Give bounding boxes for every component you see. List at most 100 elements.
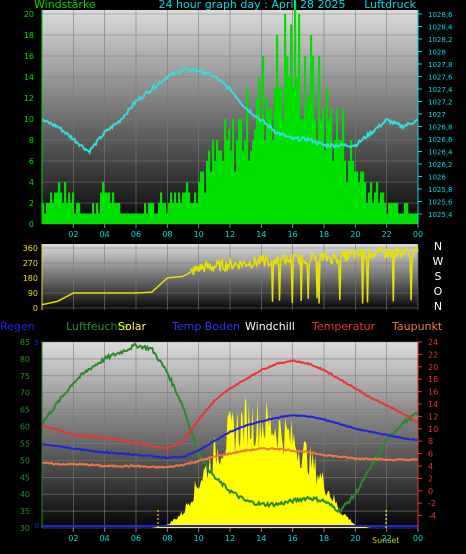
wind-bar — [106, 192, 109, 224]
wind-bar — [92, 203, 95, 224]
y-tick-label: 24 — [428, 338, 438, 347]
x-tick-label: 00 — [413, 230, 423, 239]
wind-bar — [380, 192, 383, 224]
wind-bar — [184, 192, 187, 224]
wind-bar — [348, 161, 351, 224]
x-tick-label: 20 — [350, 230, 360, 239]
x-tick-label: 00 — [413, 534, 423, 543]
y-tick-label: 12 — [24, 94, 34, 103]
wind-bar — [218, 150, 221, 224]
wind-bar — [56, 192, 59, 224]
wind-bar — [134, 213, 137, 224]
y-tick-label: 270 — [23, 259, 38, 268]
y-tick-label: 1028,4 — [428, 24, 453, 32]
wind-bar — [114, 203, 117, 224]
wind-bar — [338, 140, 341, 224]
wind-bar — [314, 119, 317, 224]
legend-temp-boden: Temp Boden — [171, 320, 240, 333]
wind-bar — [320, 119, 323, 224]
wind-bar — [286, 56, 289, 224]
wind-bar — [214, 161, 217, 224]
wind-bar — [366, 203, 369, 224]
wind-bar — [122, 213, 125, 224]
y-tick-label: 1026,4 — [428, 149, 453, 157]
y-tick-label: 35 — [20, 507, 30, 516]
humidity-line — [41, 342, 419, 515]
legend-temperatur: Temperatur — [311, 320, 376, 333]
y-tick-label: 8 — [428, 437, 433, 446]
wind-bar — [138, 213, 141, 224]
y-tick-label: 1028,2 — [428, 36, 453, 44]
wind-bar — [150, 203, 153, 224]
wind-bar — [74, 213, 77, 224]
wind-bar — [358, 182, 361, 224]
wind-bar — [148, 203, 151, 224]
wind-bar — [318, 56, 321, 224]
wind-bar — [176, 203, 179, 224]
wind-bar — [168, 203, 171, 224]
wind-bar — [136, 213, 139, 224]
compass-label: N — [434, 300, 442, 313]
wind-bar — [234, 171, 237, 224]
pressure-line — [41, 67, 419, 155]
y-tick-label: 0 — [428, 487, 433, 496]
wind-bar — [258, 77, 261, 224]
wind-bar — [70, 203, 73, 224]
y-tick-label: 45 — [20, 473, 30, 482]
wind-bar — [352, 161, 355, 224]
y-tick-label: 6 — [428, 450, 433, 459]
y-tick-label: 20 — [24, 10, 34, 19]
y-tick-label: 10 — [24, 115, 34, 124]
wind-bar — [166, 213, 169, 224]
wind-bar — [262, 56, 265, 224]
wind-bar — [232, 119, 235, 224]
wind-bar — [278, 87, 281, 224]
wind-bar — [82, 213, 85, 224]
wind-bar — [58, 182, 61, 224]
wind-bar — [98, 213, 101, 224]
x-tick-label: 02 — [68, 534, 78, 543]
wind-bar — [156, 213, 159, 224]
wind-bar — [200, 171, 203, 224]
wind-bar — [396, 203, 399, 224]
y-tick-label: 18 — [428, 375, 438, 384]
y-tick-label: 14 — [24, 73, 34, 82]
wind-bar — [226, 140, 229, 224]
wind-bar — [236, 140, 239, 224]
wind-bar — [238, 119, 241, 224]
wind-bar — [152, 203, 155, 224]
pressure-y-axis: 1025,4 1025,6 1025,8 1026 1026,2 1026,4 1026,6… — [417, 10, 453, 224]
y-tick-label: 8 — [29, 136, 34, 145]
wind-bar — [46, 203, 49, 224]
wind-bar — [190, 203, 193, 224]
climate-legend: Regen Luftfeuchte Solar Temp Boden Windc… — [0, 320, 443, 333]
wind-bar — [248, 161, 251, 224]
wind-bar — [220, 150, 223, 224]
wind-bar — [72, 192, 75, 224]
wind-bar — [42, 203, 45, 224]
wind-bar — [228, 129, 231, 224]
wind-y-axis: 0 2 4 6 8 10 12 14 16 18 20 — [24, 10, 43, 229]
y-tick-label: 1027,4 — [428, 86, 453, 94]
compass-label: W — [433, 255, 444, 268]
x-tick-label: 22 — [382, 534, 392, 543]
y-tick-label: 1026,2 — [428, 161, 453, 169]
wind-bar — [162, 203, 165, 224]
pressure-axis-title: Luftdruck — [364, 0, 416, 11]
wind-bar — [384, 203, 387, 224]
wind-bar — [308, 98, 311, 224]
wind-bar — [174, 192, 177, 224]
y-tick-label: 10 — [428, 425, 438, 434]
taupunkt-line — [42, 446, 419, 470]
wind-bar — [410, 213, 413, 224]
wind-bar — [302, 119, 305, 224]
wind-bar — [282, 119, 285, 224]
wind-bar — [100, 192, 103, 224]
wind-bar — [400, 213, 403, 224]
rain-tick-label: 5 — [35, 339, 39, 347]
wind-bar — [416, 213, 419, 224]
